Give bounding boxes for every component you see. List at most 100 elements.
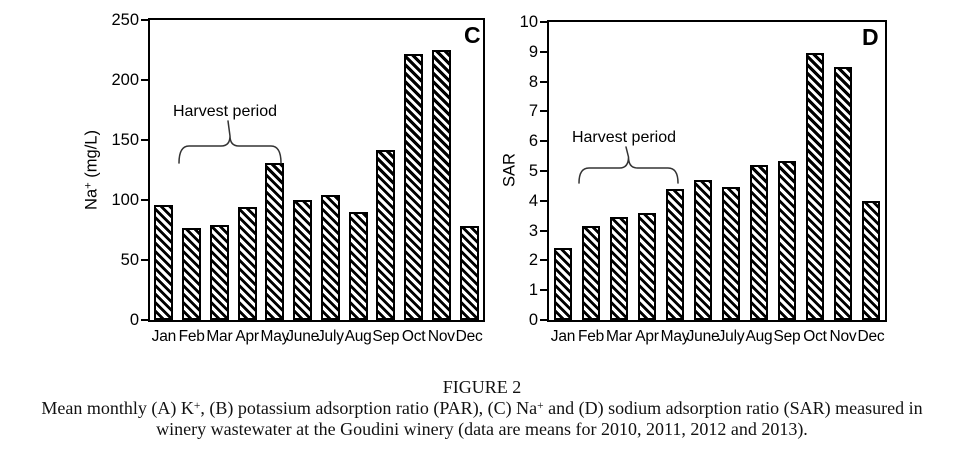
y-tick-label-d: 7 bbox=[528, 102, 538, 121]
bar-aug-c bbox=[348, 212, 368, 320]
y-tick-mark-d bbox=[540, 259, 547, 262]
bar-feb-d bbox=[582, 226, 600, 320]
text-run: , (B) potassium adsorption ratio (PAR), … bbox=[200, 398, 538, 418]
text-run: Mean monthly (A) K bbox=[41, 398, 194, 418]
month-label-apr-c: Apr bbox=[235, 328, 259, 345]
text-run: and (D) sodium adsorption ratio (SAR) me… bbox=[543, 398, 923, 418]
figure-caption-line2: winery wastewater at the Goudini winery … bbox=[156, 419, 808, 439]
bar-sep-c bbox=[376, 149, 396, 320]
y-tick-label-d: 4 bbox=[528, 191, 538, 210]
harvest-period-label-d: Harvest period bbox=[571, 129, 677, 146]
month-label-feb-c: Feb bbox=[178, 328, 205, 345]
y-tick-label-c: 150 bbox=[111, 130, 139, 149]
bar-apr-d bbox=[638, 212, 656, 320]
bar-mar-c bbox=[209, 225, 229, 320]
month-label-feb-d: Feb bbox=[577, 328, 605, 345]
y-tick-mark-d bbox=[540, 21, 547, 23]
text-run: SAR bbox=[500, 153, 519, 187]
bar-jan-c bbox=[154, 204, 174, 320]
bar-aug-d bbox=[750, 165, 768, 320]
month-label-may-d: May bbox=[660, 328, 690, 345]
y-tick-mark-c bbox=[141, 79, 148, 81]
y-tick-label-d: 3 bbox=[528, 221, 538, 240]
bar-nov-c bbox=[431, 50, 451, 320]
figure-caption-line1: Mean monthly (A) K+, (B) potassium adsor… bbox=[0, 398, 964, 419]
y-tick-label-d: 6 bbox=[528, 131, 538, 150]
y-tick-mark-d bbox=[540, 50, 547, 53]
bar-june-d bbox=[694, 179, 712, 320]
superscript-text: + bbox=[537, 399, 544, 412]
harvest-period-label-c: Harvest period bbox=[172, 103, 278, 120]
y-tick-label-c: 250 bbox=[111, 10, 139, 29]
y-tick-mark-d bbox=[540, 140, 547, 143]
month-label-apr-d: Apr bbox=[635, 328, 659, 345]
y-tick-label-d: 8 bbox=[528, 72, 538, 91]
superscript-text: + bbox=[193, 399, 201, 412]
month-label-jan-d: Jan bbox=[550, 328, 576, 345]
month-label-june-d: June bbox=[686, 328, 720, 345]
y-tick-mark-c bbox=[141, 139, 148, 141]
bar-jan-d bbox=[554, 248, 572, 320]
y-tick-mark-d bbox=[540, 110, 547, 113]
y-tick-label-d: 2 bbox=[528, 251, 538, 270]
bar-dec-c bbox=[459, 226, 479, 320]
bar-feb-c bbox=[182, 227, 202, 320]
bar-apr-c bbox=[237, 207, 257, 320]
y-tick-mark-c bbox=[141, 19, 148, 21]
bar-may-d bbox=[666, 188, 684, 320]
month-label-oct-d: Oct bbox=[803, 328, 827, 345]
bar-june-c bbox=[293, 200, 313, 320]
bar-may-c bbox=[265, 162, 285, 320]
y-axis-title-d: SAR bbox=[501, 153, 520, 187]
bar-mar-d bbox=[610, 217, 628, 320]
month-label-dec-c: Dec bbox=[455, 328, 483, 345]
bar-nov-d bbox=[834, 66, 852, 320]
month-label-nov-c: Nov bbox=[427, 328, 455, 345]
month-label-sep-c: Sep bbox=[372, 328, 400, 345]
y-tick-label-c: 200 bbox=[111, 70, 139, 89]
month-label-may-c: May bbox=[260, 328, 290, 345]
superscript-text: + bbox=[82, 182, 95, 189]
month-label-sep-d: Sep bbox=[773, 328, 801, 345]
y-tick-label-d: 10 bbox=[519, 12, 538, 31]
y-tick-label-c: 50 bbox=[120, 250, 139, 269]
month-label-jan-c: Jan bbox=[151, 328, 177, 345]
bar-july-d bbox=[722, 187, 740, 320]
bar-oct-c bbox=[404, 53, 424, 320]
month-label-mar-d: Mar bbox=[605, 328, 633, 345]
text-run: (mg/L) bbox=[82, 130, 101, 183]
y-tick-mark-d bbox=[540, 289, 547, 292]
month-label-nov-d: Nov bbox=[829, 328, 857, 345]
y-tick-mark-c bbox=[141, 199, 148, 201]
panel-letter-c: C bbox=[464, 22, 481, 48]
y-tick-label-d: 9 bbox=[528, 42, 538, 61]
y-tick-label-d: 5 bbox=[528, 161, 538, 180]
month-label-aug-d: Aug bbox=[745, 328, 773, 345]
y-tick-label-c: 100 bbox=[111, 190, 139, 209]
figure-caption-title: FIGURE 2 bbox=[442, 377, 522, 397]
month-label-june-c: June bbox=[286, 328, 320, 345]
y-tick-mark-d bbox=[540, 80, 547, 83]
text-run: Na bbox=[82, 188, 101, 210]
y-tick-mark-d bbox=[540, 319, 547, 321]
y-tick-mark-c bbox=[141, 259, 148, 261]
month-label-july-d: July bbox=[717, 328, 745, 345]
month-label-oct-c: Oct bbox=[401, 328, 426, 345]
y-tick-mark-d bbox=[540, 229, 547, 232]
month-label-aug-c: Aug bbox=[344, 328, 372, 345]
y-tick-label-d: 0 bbox=[528, 310, 538, 329]
plot-area-c bbox=[148, 18, 485, 322]
month-label-dec-d: Dec bbox=[857, 328, 885, 345]
month-label-mar-c: Mar bbox=[206, 328, 233, 345]
y-axis-title-c: Na+ (mg/L) bbox=[82, 130, 102, 210]
panel-letter-d: D bbox=[862, 24, 879, 50]
y-tick-mark-d bbox=[540, 199, 547, 202]
bar-sep-d bbox=[778, 160, 796, 320]
bar-oct-d bbox=[806, 53, 824, 320]
bar-dec-d bbox=[862, 200, 880, 320]
y-tick-label-c: 0 bbox=[129, 310, 139, 329]
month-label-july-c: July bbox=[316, 328, 344, 345]
y-tick-label-d: 1 bbox=[528, 280, 538, 299]
y-tick-mark-d bbox=[540, 170, 547, 172]
